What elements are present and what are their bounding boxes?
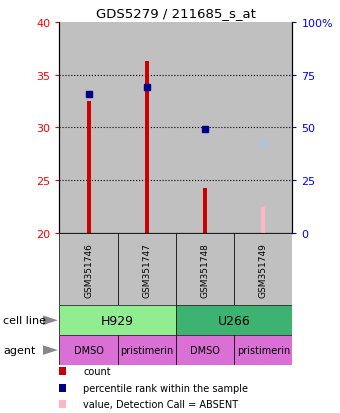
Bar — [176, 233, 234, 306]
Bar — [234, 233, 292, 306]
Bar — [118, 233, 176, 306]
Bar — [145, 62, 149, 233]
Bar — [203, 188, 207, 233]
Bar — [87, 102, 91, 233]
Bar — [261, 207, 265, 233]
Text: DMSO: DMSO — [190, 345, 220, 355]
Bar — [176, 306, 292, 335]
Title: GDS5279 / 211685_s_at: GDS5279 / 211685_s_at — [96, 7, 256, 20]
Text: pristimerin: pristimerin — [120, 345, 173, 355]
Text: GSM351749: GSM351749 — [259, 242, 268, 297]
Text: value, Detection Call = ABSENT: value, Detection Call = ABSENT — [83, 399, 238, 409]
Text: GSM351747: GSM351747 — [142, 242, 151, 297]
Bar — [234, 23, 292, 233]
Bar — [234, 335, 292, 365]
Bar — [118, 23, 176, 233]
Bar — [59, 23, 118, 233]
Bar — [176, 23, 234, 233]
Text: U266: U266 — [218, 314, 251, 327]
Polygon shape — [42, 345, 58, 355]
Text: pristimerin: pristimerin — [237, 345, 290, 355]
Text: cell line: cell line — [3, 316, 46, 325]
Text: GSM351748: GSM351748 — [201, 242, 209, 297]
Bar — [176, 335, 234, 365]
Bar — [59, 306, 176, 335]
Bar — [59, 335, 118, 365]
Text: GSM351746: GSM351746 — [84, 242, 93, 297]
Text: agent: agent — [3, 345, 36, 355]
Text: H929: H929 — [101, 314, 134, 327]
Text: DMSO: DMSO — [74, 345, 104, 355]
Text: count: count — [83, 366, 111, 376]
Polygon shape — [42, 316, 58, 325]
Bar — [118, 335, 176, 365]
Bar — [59, 233, 118, 306]
Text: percentile rank within the sample: percentile rank within the sample — [83, 383, 248, 393]
